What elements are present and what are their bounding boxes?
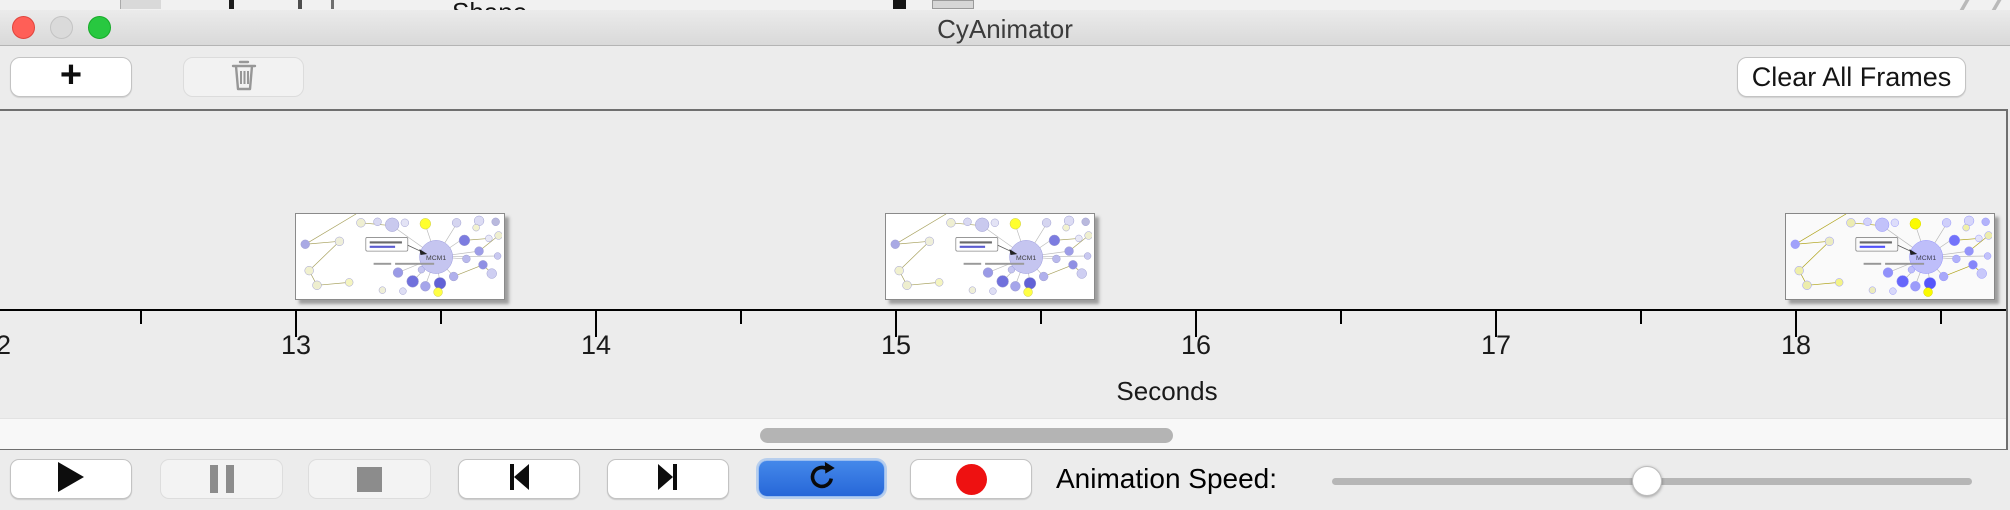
tick-label-16: 16 bbox=[1180, 330, 1212, 360]
tick-minor bbox=[440, 311, 442, 324]
timeline-axis bbox=[0, 309, 2006, 311]
record-button[interactable] bbox=[910, 459, 1032, 499]
trash-icon bbox=[229, 58, 259, 97]
pause-button[interactable] bbox=[160, 459, 283, 499]
timeline-scrollbar-track[interactable] bbox=[0, 418, 2006, 449]
background-fragment bbox=[331, 0, 334, 9]
tick-label-17: 17 bbox=[1480, 330, 1512, 360]
timeline-scrollbar-thumb[interactable] bbox=[760, 428, 1173, 443]
background-fragment bbox=[120, 0, 161, 9]
background-fragment bbox=[932, 0, 974, 9]
clear-all-frames-button[interactable]: Clear All Frames bbox=[1737, 57, 1966, 97]
tick-label-18: 18 bbox=[1780, 330, 1812, 360]
loop-icon bbox=[805, 459, 839, 498]
tick-minor bbox=[1640, 311, 1642, 324]
delete-frame-button[interactable] bbox=[183, 57, 304, 97]
tick-label-13: 13 bbox=[280, 330, 312, 360]
tick-18 bbox=[1795, 311, 1797, 337]
skip-to-start-button[interactable] bbox=[458, 459, 580, 499]
window-title: CyAnimator bbox=[937, 14, 1073, 44]
background-fragment bbox=[298, 0, 302, 9]
animation-speed-label: Animation Speed: bbox=[1056, 463, 1278, 494]
tick-minor bbox=[1940, 311, 1942, 324]
background-fragment bbox=[893, 0, 906, 9]
frame-thumbnail-2[interactable] bbox=[885, 213, 1095, 300]
tick-14 bbox=[595, 311, 597, 337]
record-icon bbox=[955, 463, 987, 495]
tick-minor bbox=[1040, 311, 1042, 324]
tick-minor bbox=[740, 311, 742, 324]
tick-label-15: 15 bbox=[880, 330, 912, 360]
play-icon bbox=[57, 461, 85, 498]
titlebar[interactable]: CyAnimator bbox=[0, 10, 2010, 46]
tick-17 bbox=[1495, 311, 1497, 337]
frame-thumbnail-3[interactable] bbox=[1785, 213, 1995, 300]
stop-icon bbox=[357, 466, 382, 492]
skip-to-end-button[interactable] bbox=[607, 459, 729, 499]
tick-16 bbox=[1195, 311, 1197, 337]
tick-13 bbox=[295, 311, 297, 337]
minimize-button[interactable] bbox=[50, 16, 73, 39]
axis-title: Seconds bbox=[1116, 376, 1218, 406]
tick-label-14: 14 bbox=[580, 330, 612, 360]
close-button[interactable] bbox=[12, 16, 35, 39]
play-button[interactable] bbox=[10, 459, 132, 499]
frame-thumbnail-1[interactable] bbox=[295, 213, 505, 300]
stop-button[interactable] bbox=[308, 459, 431, 499]
tick-minor bbox=[1340, 311, 1342, 324]
tick-15 bbox=[895, 311, 897, 337]
toolbar: + Clear All Frames bbox=[0, 46, 2010, 109]
tick-label-12: 12 bbox=[0, 330, 12, 360]
playback-controls: Animation Speed: bbox=[0, 450, 2010, 510]
skip-to-end-icon bbox=[653, 461, 683, 498]
tick-minor bbox=[140, 311, 142, 324]
skip-to-start-icon bbox=[504, 461, 534, 498]
zoom-button[interactable] bbox=[88, 16, 111, 39]
add-frame-button[interactable]: + bbox=[10, 56, 132, 97]
background-fragment bbox=[229, 0, 234, 9]
animation-speed-slider-thumb[interactable] bbox=[1632, 466, 1662, 496]
background-window-text: Shape bbox=[452, 0, 527, 10]
loop-button[interactable] bbox=[758, 460, 885, 497]
pause-icon bbox=[206, 465, 238, 493]
